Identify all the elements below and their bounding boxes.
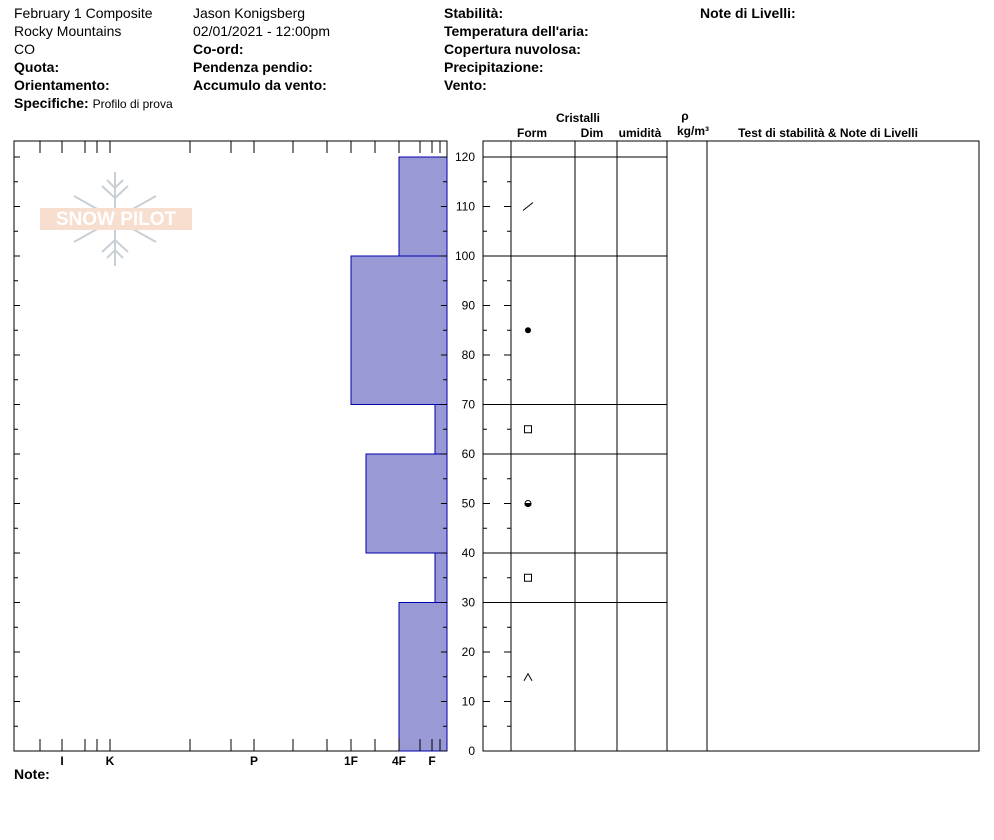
datetime: 02/01/2021 - 12:00pm [193,23,330,39]
height-label: 100 [455,249,475,263]
hardness-axis: I K P 1F 4F F [13,141,441,768]
height-label: 90 [462,299,476,313]
crystal-symbol [522,202,534,211]
hardness-label-k: K [106,754,115,768]
state: CO [14,41,35,57]
header-stability: Test di stabilità & Note di Livelli [738,126,918,140]
crystal-symbol-outline [524,500,532,507]
hardness-label-f: F [428,754,435,768]
height-label: 120 [455,150,475,164]
hardness-plot-frame [13,140,448,752]
pendenza-label: Pendenza pendio: [193,59,313,75]
observer: Jason Konigsberg [193,5,306,21]
note-label: Note: [14,766,50,782]
vento-label: Vento: [444,77,487,93]
height-label: 40 [462,546,476,560]
height-label: 0 [468,744,475,758]
specifiche-label: Specifiche: [14,95,89,111]
orientamento-label: Orientamento: [14,77,110,93]
hardness-label-4f: 4F [392,754,406,768]
profile-title: February 1 Composite [14,5,153,21]
header-dim: Dim [581,126,604,140]
hardness-label-p: P [250,754,258,768]
header-density-unit: kg/m³ [677,124,709,138]
hardness-label-i: I [60,754,63,768]
hardness-bars [350,156,448,752]
coord-label: Co-ord: [193,41,244,57]
crystal-symbol [523,672,533,681]
height-label: 60 [462,447,476,461]
crystal-symbol [524,425,532,434]
height-label: 30 [462,596,476,610]
precipitazione-label: Precipitazione: [444,59,544,75]
height-label: 70 [462,398,476,412]
hardness-bar-5 [398,156,448,257]
logo-text: SNOW PILOT [56,209,177,230]
hardness-bar-4 [350,255,448,405]
note-livelli-label: Note di Livelli: [700,5,796,21]
crystal-symbols [522,202,534,681]
stabilita-label: Stabilità: [444,5,504,21]
snowpilot-logo: SNOW PILOT [40,172,192,266]
header-rho: ρ [681,109,688,123]
temperatura-label: Temperatura dell'aria: [444,23,589,39]
header-form: Form [517,126,547,140]
left-axis-ticks [14,156,447,752]
layer-boundaries [483,156,667,603]
height-label: 20 [462,645,476,659]
accumulo-label: Accumulo da vento: [193,77,327,93]
specifiche-row: Specifiche: Profilo di prova [14,94,173,113]
copertura-label: Copertura nuvolosa: [444,41,581,57]
height-axis-labels: 0 10 20 30 40 50 60 70 80 90 100 110 120 [455,150,475,758]
hardness-label-1f: 1F [344,754,358,768]
specifiche-value: Profilo di prova [92,97,173,111]
table-height-ticks [483,156,511,752]
crystal-symbol [525,327,531,334]
quota-label: Quota: [14,59,60,75]
height-label: 10 [462,695,476,709]
crystal-symbol [524,573,532,582]
height-label: 110 [456,200,475,214]
header-cristalli: Cristalli [556,111,600,125]
mountain-range: Rocky Mountains [14,23,122,39]
header-umidita: umidità [619,126,662,140]
hardness-bar-0 [398,602,448,752]
hardness-bar-2 [365,453,448,554]
height-label: 80 [462,348,476,362]
crystal-table-frame [482,140,980,752]
height-label: 50 [462,497,476,511]
